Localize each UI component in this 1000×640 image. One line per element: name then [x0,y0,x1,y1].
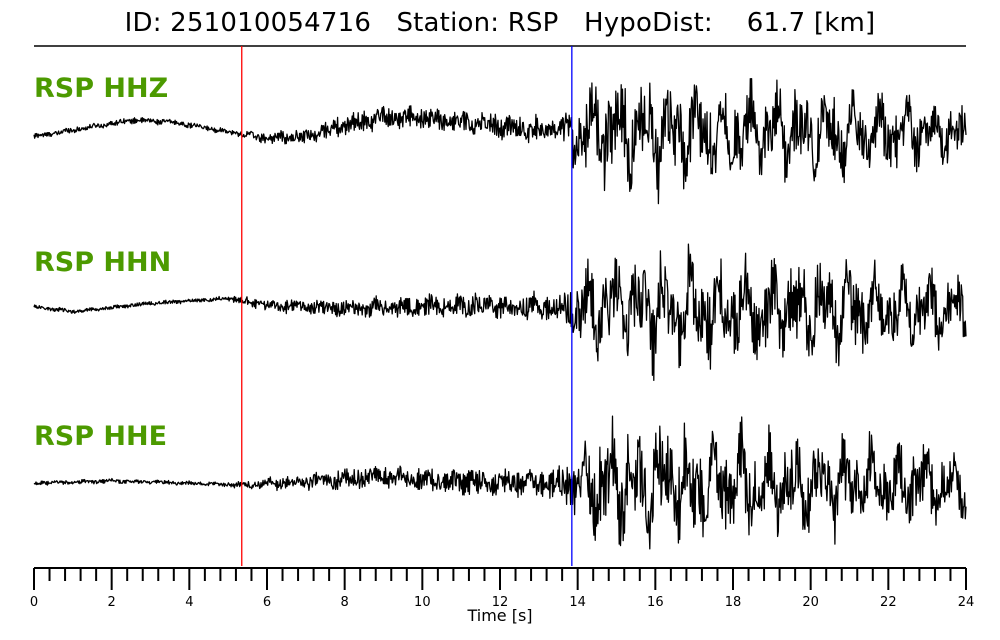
x-tick-label: 16 [647,595,664,610]
x-tick-label: 20 [802,595,819,610]
waveform-trace-1 [33,77,967,205]
x-tick-label: 10 [414,595,431,610]
chart-title: ID: 251010054716 Station: RSP HypoDist: … [124,8,876,38]
x-tick-label: 24 [958,595,975,610]
x-tick-label: 22 [880,595,897,610]
waveform-trace-2 [33,243,967,382]
x-tick-label: 4 [185,595,193,610]
channel-label-hhe: RSP HHE [34,421,168,452]
x-tick-label: 14 [569,595,586,610]
x-tick-label: 12 [492,595,509,610]
x-tick-label: 6 [263,595,271,610]
channel-label-hhn: RSP HHN [34,247,172,278]
x-tick-label: 18 [725,595,742,610]
x-tick-label: 0 [30,595,38,610]
x-tick-label: 2 [108,595,116,610]
x-tick-label: 8 [341,595,349,610]
x-axis-label: Time [s] [467,606,533,625]
channel-label-hhz: RSP HHZ [34,73,169,104]
waveform-trace-3 [33,415,967,550]
